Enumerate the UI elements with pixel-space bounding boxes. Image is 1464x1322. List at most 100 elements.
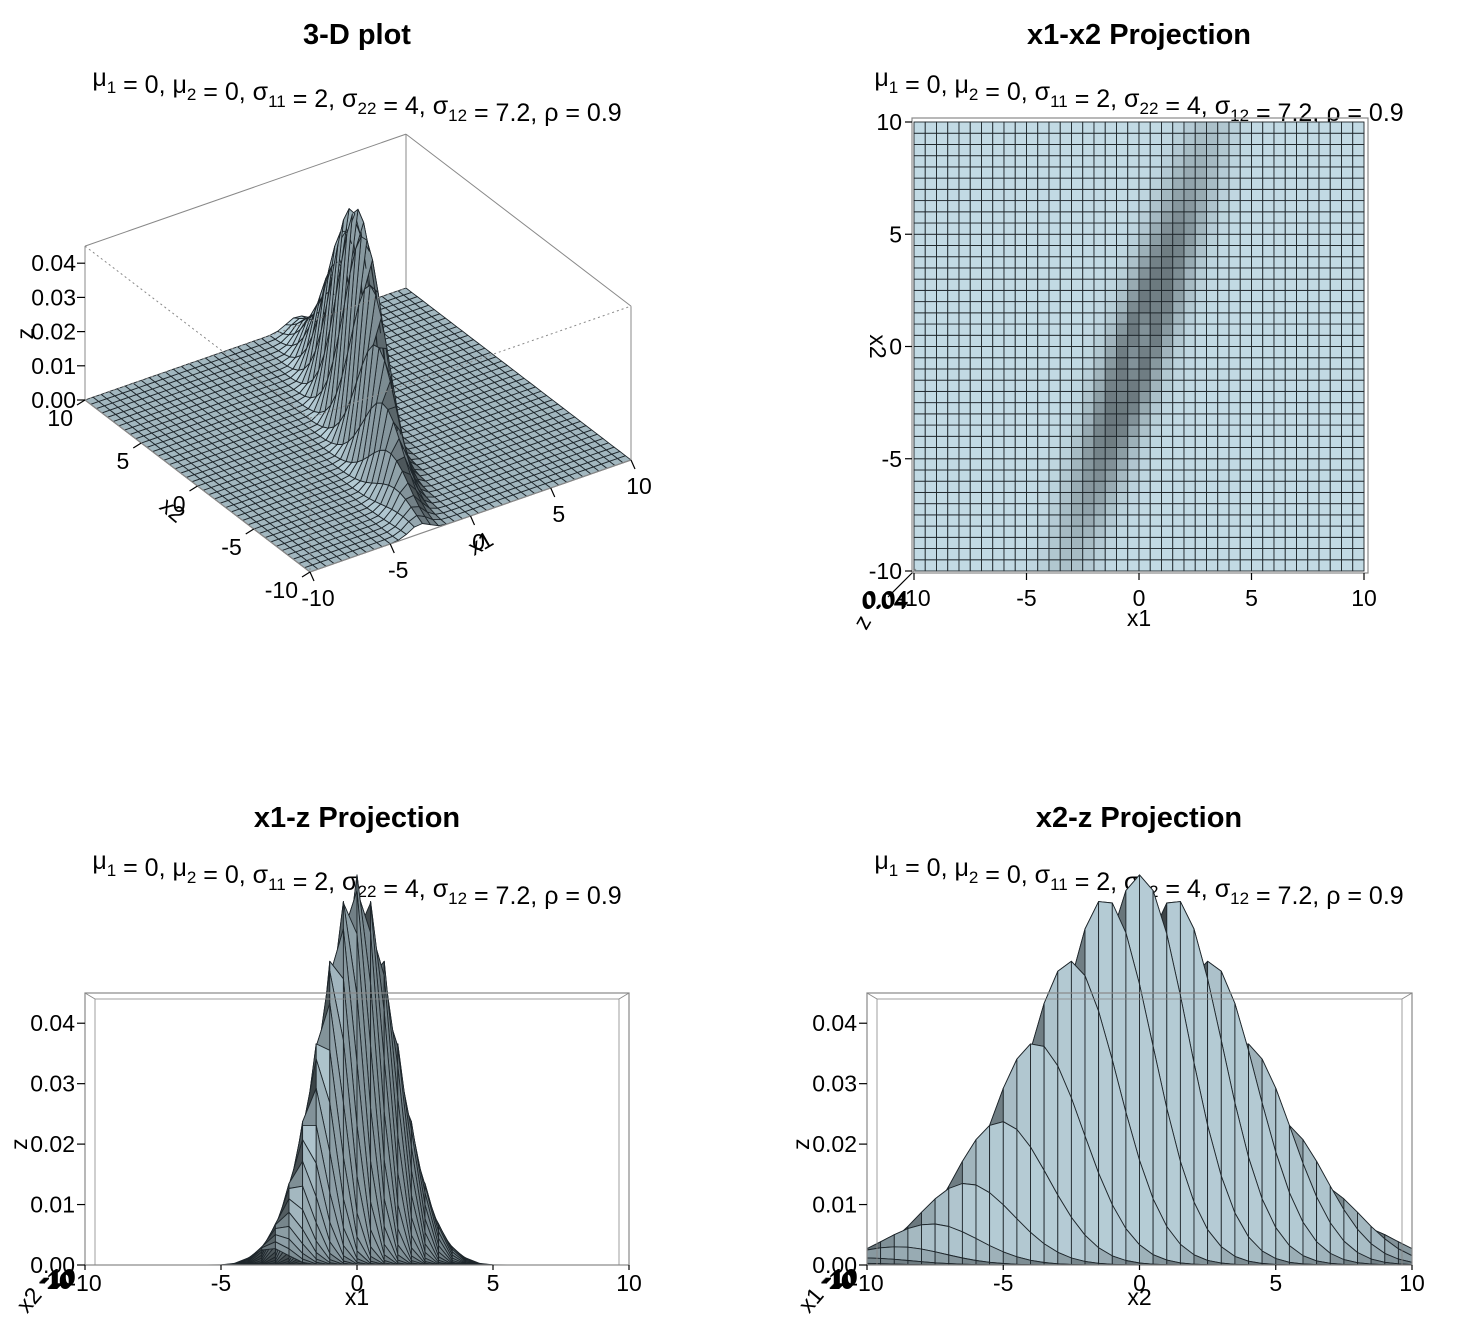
surface-facet [1093, 548, 1106, 561]
surface-facet [1296, 503, 1309, 516]
surface-facet [1048, 548, 1061, 561]
surface-facet [1284, 447, 1297, 460]
surface-facet [1329, 435, 1342, 448]
surface-facet [1082, 256, 1095, 269]
surface-facet [913, 514, 926, 527]
surface-facet [1127, 525, 1140, 538]
surface-facet [1206, 458, 1219, 471]
surface-facet [1296, 480, 1309, 493]
surface-facet [936, 200, 949, 213]
surface-facet [1048, 278, 1061, 291]
surface-facet [1071, 166, 1084, 179]
surface-facet [1082, 132, 1095, 145]
x-tick-label: 5 [487, 1270, 500, 1296]
surface-facet [1026, 447, 1039, 460]
surface-facet [1284, 491, 1297, 505]
surface-facet [1228, 424, 1241, 437]
surface-facet [958, 458, 971, 471]
surface-facet [1183, 334, 1196, 347]
surface-facet [1014, 267, 1027, 280]
surface-facet [981, 143, 994, 157]
surface-facet [924, 233, 937, 246]
surface-facet [1048, 121, 1061, 134]
surface-facet [924, 379, 937, 392]
surface-facet [1284, 334, 1297, 347]
surface-facet [1172, 188, 1185, 202]
surface-facet [1239, 177, 1252, 190]
surface-facet [1116, 413, 1129, 426]
surface-facet [958, 211, 971, 224]
surface-facet [1262, 548, 1275, 561]
surface-facet [1251, 346, 1264, 359]
surface-facet [1273, 514, 1286, 527]
surface-facet [1217, 188, 1230, 202]
surface-facet [1239, 278, 1252, 291]
surface-facet [1048, 166, 1061, 179]
surface-facet [958, 222, 971, 235]
surface-facet [936, 278, 949, 291]
surface-facet [1251, 447, 1264, 460]
surface-facet [1127, 447, 1140, 460]
surface-facet [1116, 368, 1129, 381]
surface-facet [1329, 245, 1342, 258]
surface-facet [1161, 413, 1174, 426]
surface-facet [1329, 301, 1342, 314]
surface-facet [1228, 132, 1241, 145]
surface-facet [1082, 312, 1095, 325]
surface-facet [969, 188, 982, 202]
surface-facet [1239, 514, 1252, 527]
surface-facet [1116, 334, 1129, 347]
surface-facet [1217, 334, 1230, 347]
surface-facet [1262, 245, 1275, 258]
surface-facet [1071, 233, 1084, 246]
surface-facet [1318, 390, 1331, 404]
surface-facet [1228, 480, 1241, 493]
surface-facet [981, 166, 994, 179]
surface-facet [1082, 559, 1095, 572]
surface-facet [1116, 155, 1129, 168]
surface-facet [969, 491, 982, 505]
surface-facet [1262, 390, 1275, 404]
surface-facet [1284, 121, 1297, 134]
surface-facet [1318, 301, 1331, 314]
surface-facet [936, 458, 949, 471]
surface-facet [913, 267, 926, 280]
surface-facet [924, 525, 937, 538]
surface-facet [924, 312, 937, 325]
surface-facet [1048, 458, 1061, 471]
surface-facet [1284, 469, 1297, 482]
x2-tick-label: 10 [876, 109, 902, 135]
surface-facet [1273, 278, 1286, 291]
surface-facet [1296, 211, 1309, 224]
surface-facet [1273, 312, 1286, 325]
surface-facet [1206, 200, 1219, 213]
surface-facet [1318, 188, 1331, 202]
surface-facet [1206, 480, 1219, 493]
surface-facet [1037, 503, 1050, 516]
surface-facet [1127, 121, 1140, 134]
surface-facet [1251, 312, 1264, 325]
surface-facet [1048, 559, 1061, 572]
surface-facet [1071, 480, 1084, 493]
surface-facet [981, 357, 994, 370]
surface-facet [1026, 312, 1039, 325]
surface-facet [1138, 278, 1151, 291]
surface-facet [1262, 402, 1275, 415]
surface-facet [1352, 491, 1365, 505]
surface-facet [1273, 188, 1286, 202]
surface-facet [1116, 424, 1129, 437]
surface-facet [1071, 357, 1084, 370]
surface-facet [1329, 267, 1342, 280]
surface-facet [1273, 323, 1286, 336]
surface-facet [1127, 458, 1140, 471]
surface-facet [1059, 559, 1072, 572]
surface-facet [1093, 200, 1106, 213]
surface-facet [1003, 323, 1016, 336]
surface-facet [1161, 469, 1174, 482]
surface-facet [1262, 256, 1275, 269]
surface-facet [1183, 514, 1196, 527]
surface-facet [1127, 188, 1140, 202]
surface-facet [1003, 267, 1016, 280]
surface-facet [947, 413, 960, 426]
surface-facet [1116, 245, 1129, 258]
